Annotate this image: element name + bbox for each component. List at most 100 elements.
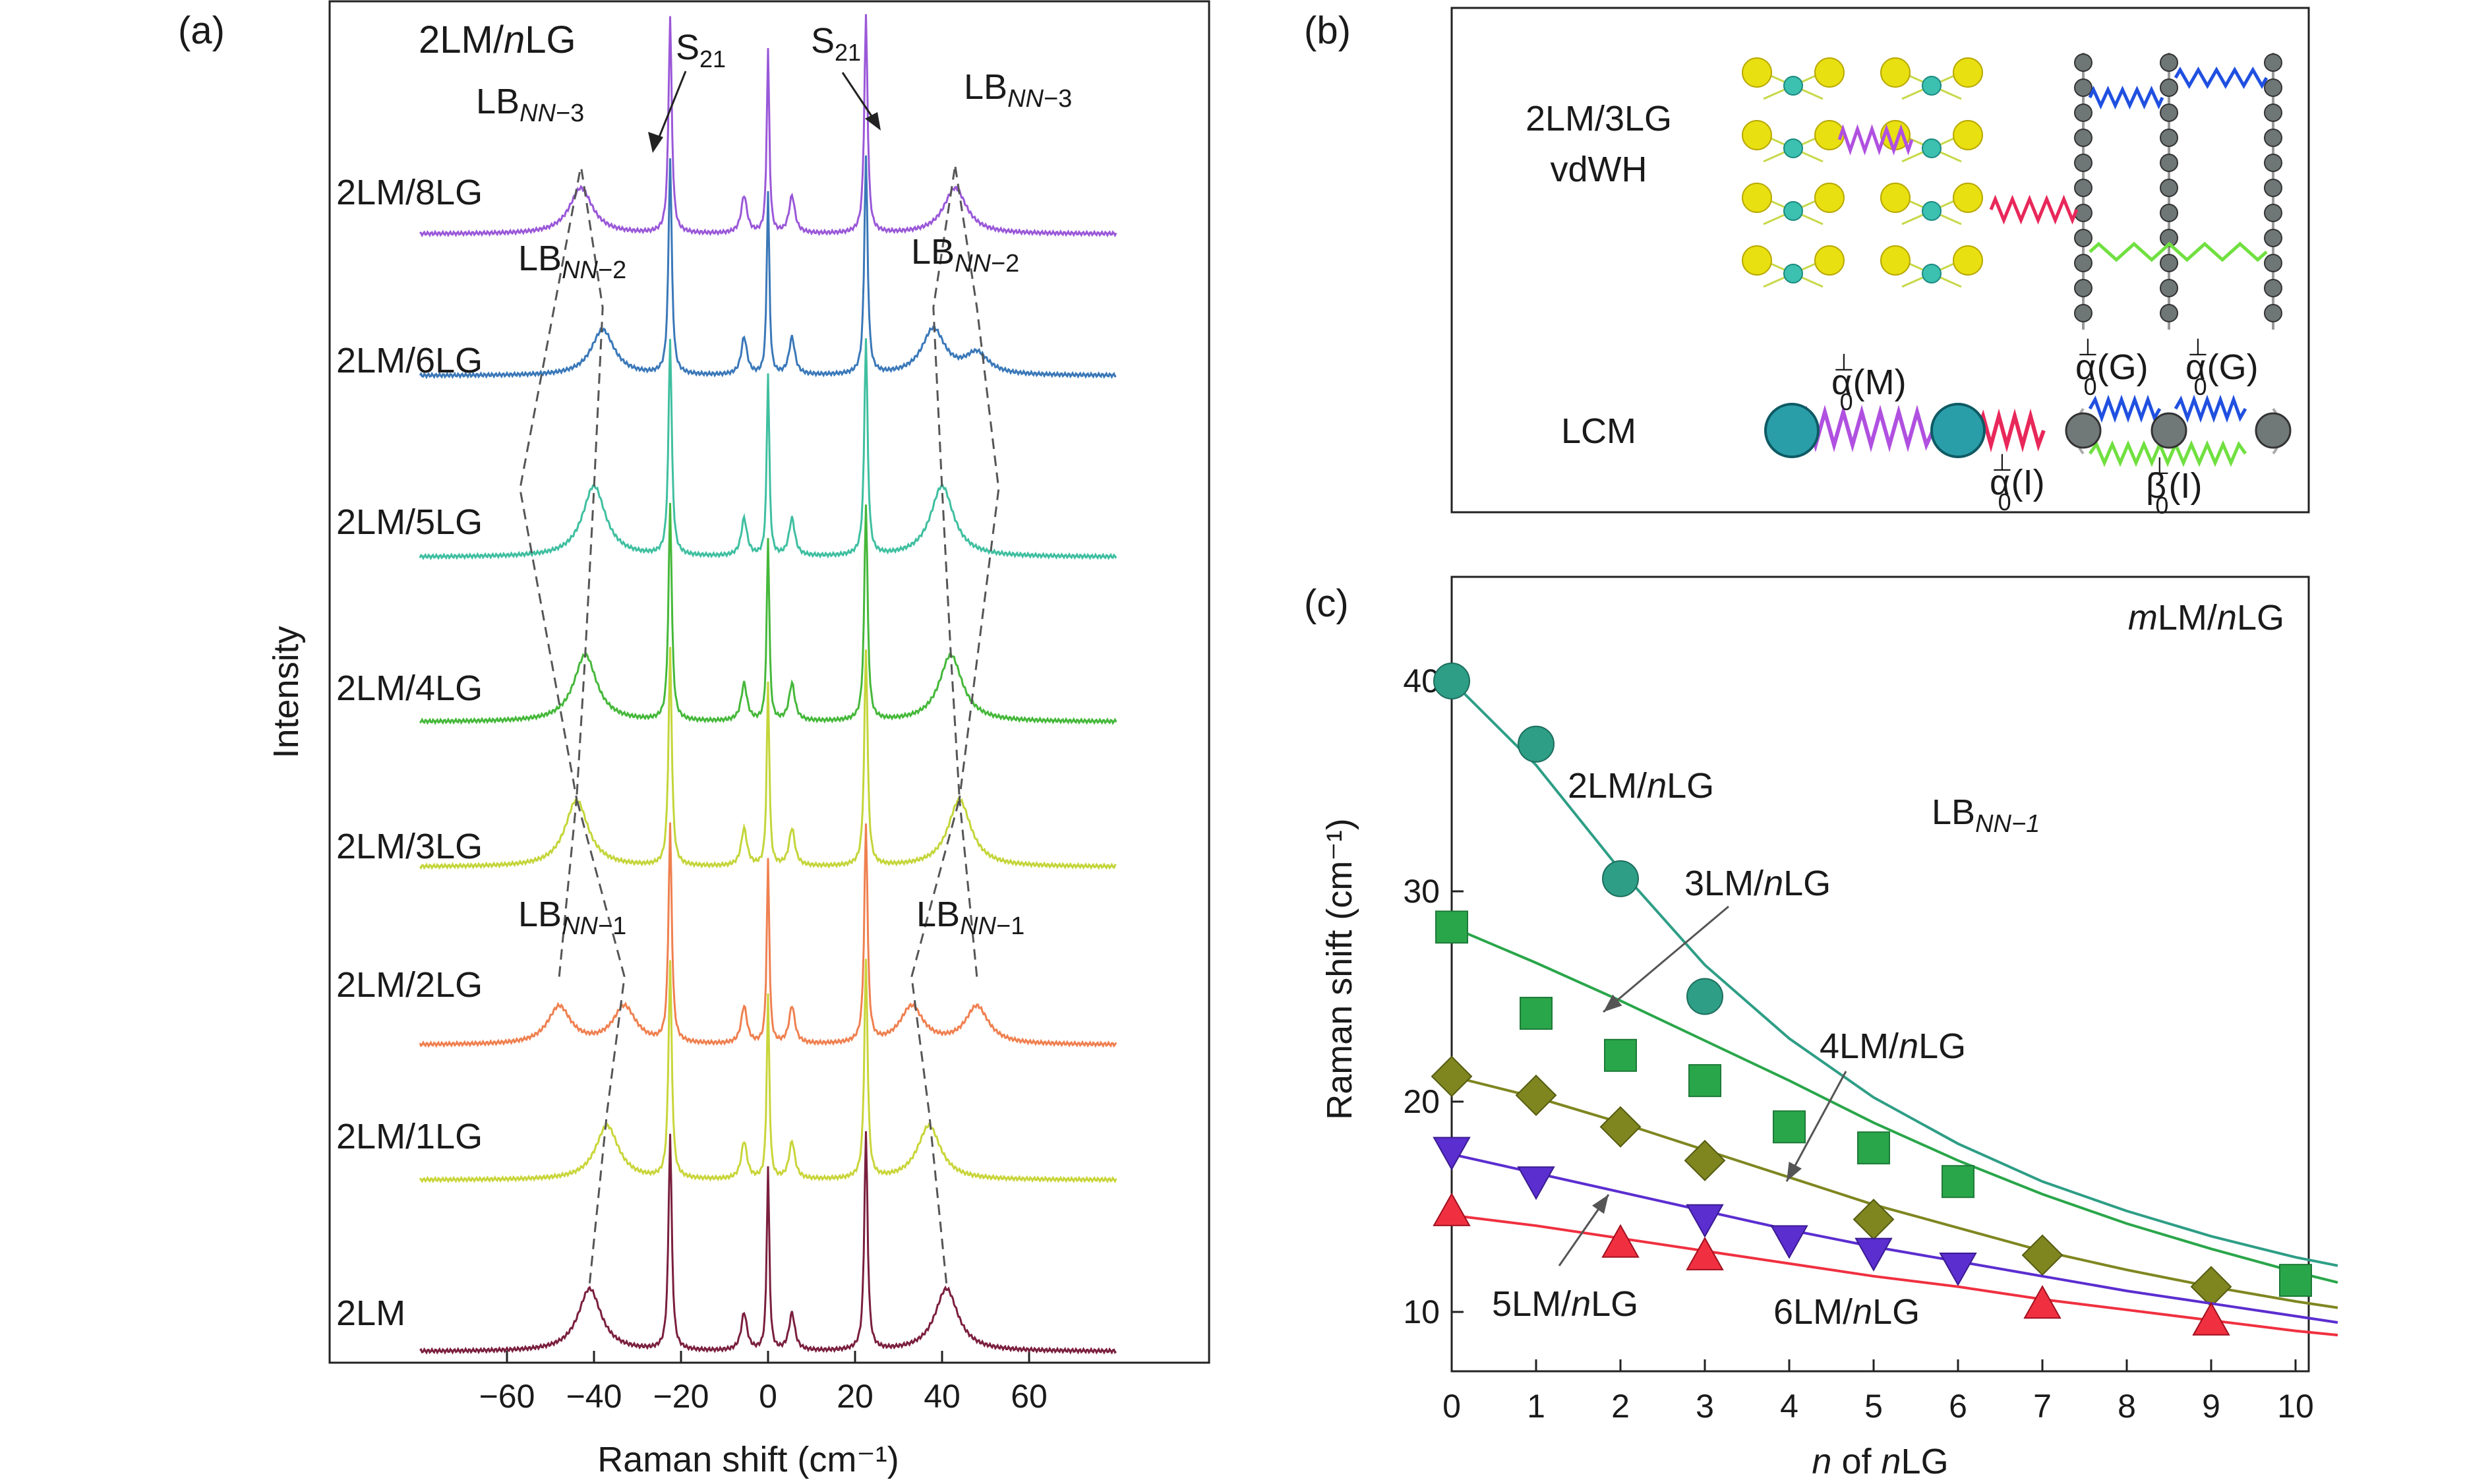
x-tick-label: 1: [1527, 1388, 1545, 1425]
sulfur-atom: [1880, 57, 1911, 88]
carbon-atom: [2160, 179, 2178, 197]
spectrum-2lm-3lg: [419, 647, 1117, 870]
spring-alpha-g-1: [2088, 394, 2162, 423]
spectrum-label-2lm: 2LM: [336, 1293, 405, 1333]
data-point-3lm-nlg: [1857, 1131, 1890, 1165]
spectrum-label-2lm-8lg: 2LM/8LG: [336, 173, 483, 212]
molybdenum-atom: [1783, 201, 1803, 221]
panel-c-lb-label: LBNN−1: [1932, 792, 2040, 838]
data-point-5lm-nlg: [1686, 1204, 1724, 1238]
spectrum-2lm: [419, 1131, 1117, 1355]
molybdenum-atom: [1783, 76, 1803, 96]
panel-a-letter: (a): [178, 9, 225, 52]
lcm-ball-m1: [1764, 403, 1820, 458]
carbon-atom: [2074, 254, 2092, 272]
vdwh-label-line2: vdWH: [1551, 150, 1647, 189]
y-tick-label: 20: [1403, 1083, 1440, 1120]
spectrum-label-2lm-2lg: 2LM/2LG: [336, 965, 483, 1005]
data-point-3lm-nlg: [1435, 910, 1468, 944]
y-tick-label: 30: [1403, 873, 1440, 910]
carbon-atom: [2074, 229, 2092, 247]
lb-nn3-label-right: LBNN−3: [964, 67, 1072, 113]
carbon-atom: [2160, 104, 2178, 122]
sulfur-atom: [1742, 57, 1772, 88]
molybdenum-atom: [1922, 264, 1942, 283]
spectrum-label-2lm-1lg: 2LM/1LG: [336, 1117, 483, 1156]
spring-gg: [2088, 85, 2164, 110]
x-tick-label: 2: [1611, 1388, 1630, 1425]
carbon-atom: [2074, 78, 2092, 97]
spectrum-label-2lm-5lg: 2LM/5LG: [336, 502, 483, 542]
sulfur-atom: [1742, 120, 1772, 150]
data-point-2lm-nlg: [1518, 725, 1555, 763]
carbon-atom: [2264, 53, 2282, 72]
data-point-3lm-nlg: [1520, 997, 1553, 1030]
sulfur-atom: [1742, 245, 1772, 276]
x-tick-label: 6: [1949, 1388, 1967, 1425]
sulfur-atom: [1814, 183, 1845, 213]
sulfur-atom: [1953, 57, 1983, 88]
x-tick-label: 8: [2118, 1388, 2136, 1425]
data-point-2lm-nlg: [1686, 978, 1723, 1015]
molybdenum-atom: [1783, 264, 1803, 283]
data-point-3lm-nlg: [1773, 1110, 1806, 1144]
data-point-4lm-nlg: [1853, 1199, 1895, 1241]
spring-beta-i: [2088, 440, 2247, 467]
fit-curve-2lm-nlg: [1450, 680, 2338, 1267]
x-tick-label: 60: [1011, 1378, 1048, 1415]
data-point-6lm-nlg: [2192, 1301, 2230, 1336]
panel-a-ylabel: Intensity: [266, 626, 306, 758]
lcm-chain: [1764, 394, 2292, 467]
fit-curve-5lm-nlg: [1451, 1152, 2338, 1324]
lb-guide-right: [910, 165, 961, 1284]
lb-guide-left: [576, 165, 626, 1284]
molybdenum-atom: [1922, 138, 1942, 158]
spectrum-2lm-1lg: [419, 959, 1117, 1184]
panel-c-letter: (c): [1304, 582, 1349, 625]
carbon-atom: [2160, 204, 2178, 222]
data-point-2lm-nlg: [1433, 663, 1470, 699]
data-point-5lm-nlg: [1939, 1253, 1977, 1287]
lcm-label: LCM: [1561, 411, 1636, 451]
lcm-ball-g3: [2255, 412, 2292, 449]
carbon-atom: [2264, 104, 2282, 122]
y-tick-label: 10: [1403, 1293, 1440, 1330]
data-point-4lm-nlg: [1599, 1106, 1642, 1148]
data-point-4lm-nlg: [2021, 1234, 2063, 1276]
carbon-atom: [2264, 179, 2282, 197]
data-point-5lm-nlg: [1770, 1225, 1808, 1259]
spectrum-label-2lm-6lg: 2LM/6LG: [336, 341, 483, 380]
series-arrowhead: [1787, 1162, 1802, 1181]
x-tick-label: −20: [653, 1378, 709, 1415]
lcm-ball-g1: [2065, 412, 2102, 449]
x-tick-label: 9: [2202, 1388, 2220, 1425]
beta-i-label: β⊥ 0(I): [2146, 452, 2202, 519]
sulfur-atom: [1953, 120, 1983, 150]
data-point-6lm-nlg: [1433, 1192, 1471, 1226]
carbon-atom: [2160, 154, 2178, 172]
s21-arrow-right: [841, 72, 877, 123]
x-tick-label: 20: [837, 1378, 874, 1415]
carbon-atom: [2074, 104, 2092, 122]
carbon-atom: [2264, 129, 2282, 147]
s21-arrowhead-left: [648, 132, 663, 153]
data-point-5lm-nlg: [1433, 1137, 1471, 1171]
spring-mm: [1837, 124, 1914, 156]
data-point-3lm-nlg: [2279, 1264, 2312, 1297]
x-tick-label: 7: [2033, 1388, 2052, 1425]
spectrum-2lm-8lg: [419, 14, 1117, 238]
carbon-atom: [2160, 53, 2178, 72]
panel-c-frame: [1450, 576, 2310, 1373]
panel-c-plot: 0 1 2 3 4 5 6 7 8 9 10102030402LM/nLG3LM/nLG4LM/nL…: [1403, 663, 2338, 1425]
spring-mg: [1989, 194, 2079, 225]
panel-c-corner-label: mLM/nLG: [2128, 598, 2284, 638]
x-tick-label: 0: [1442, 1388, 1461, 1425]
carbon-atom: [2160, 229, 2178, 247]
data-point-4lm-nlg: [1431, 1055, 1473, 1098]
carbon-atom: [2264, 229, 2282, 247]
carbon-atom: [2074, 204, 2092, 222]
data-point-3lm-nlg: [1942, 1165, 1974, 1199]
data-point-3lm-nlg: [1604, 1038, 1637, 1072]
spring-gg: [2174, 66, 2269, 90]
